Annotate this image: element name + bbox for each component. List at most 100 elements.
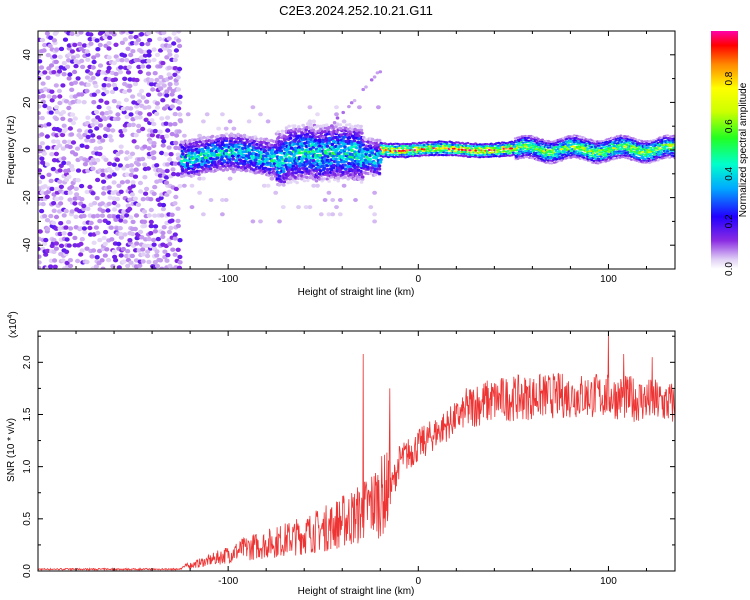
spectrogram-cell	[626, 152, 630, 155]
spectrogram-cell	[61, 123, 67, 128]
spectrogram-cell	[54, 47, 60, 52]
spectrogram-cell	[595, 159, 599, 162]
spectrogram-cell	[309, 137, 313, 142]
spectrogram-cell	[580, 138, 584, 141]
spectrogram-cell	[666, 150, 670, 153]
spectrogram-cell	[620, 147, 624, 150]
spectrogram-cell	[311, 159, 316, 163]
spectrogram-cell	[72, 196, 78, 201]
spectrogram-cell	[160, 98, 166, 103]
spectrogram-cell	[300, 131, 304, 135]
spectrogram-cell	[311, 164, 316, 168]
spectrogram-cell	[587, 156, 591, 159]
spectrogram-cell	[139, 88, 145, 94]
spectrogram-cell	[265, 157, 270, 161]
snr-y-tick-label: 1.0	[22, 459, 33, 473]
spectrogram-cell	[439, 147, 443, 150]
spectrogram-cell	[434, 147, 438, 150]
spectrogram-cell	[100, 208, 106, 214]
spectrogram-cell	[630, 151, 634, 154]
spectrogram-cell	[622, 145, 626, 148]
spectrogram-cell	[645, 159, 649, 162]
spectrogram-cell	[382, 155, 386, 158]
snr-panel: -100 0 100 0.0 0.5 1.0 1.5 2.0 Height of straig…	[6, 311, 676, 597]
spectrogram-cell	[165, 252, 171, 258]
spectrogram-cell	[121, 53, 128, 58]
spectrogram-cell	[161, 139, 167, 144]
spectrogram-cell	[172, 121, 178, 127]
spectrogram-cell	[578, 135, 582, 138]
spectrogram-cell	[599, 155, 603, 158]
spectrogram-cell	[169, 212, 175, 217]
spectrogram-cell	[172, 111, 178, 117]
spectrogram-cell	[101, 235, 107, 241]
spectrogram-cell	[506, 145, 510, 148]
spectrogram-cell	[338, 140, 343, 144]
spectrogram-cell	[572, 141, 576, 144]
spectrogram-cell	[73, 214, 79, 219]
spectrogram-cell	[470, 145, 474, 148]
spectrogram-cell	[613, 145, 616, 148]
spectrogram-cell	[110, 128, 116, 133]
spectrogram-cell	[275, 150, 279, 155]
spectrogram-cell	[51, 158, 58, 163]
spectrogram-panel: -100 0 100 -40 -20 0 20 40 Height of straight l…	[6, 30, 676, 298]
snr-series-line	[38, 333, 675, 571]
spectrogram-cell	[184, 144, 188, 148]
spectrogram-cell	[109, 89, 116, 95]
spectrogram-cell	[49, 186, 55, 192]
spectrogram-cell	[90, 75, 96, 81]
spectrogram-cell	[597, 159, 601, 162]
spectrogram-cell	[51, 201, 57, 206]
spectrogram-cell	[597, 147, 601, 150]
snr-frame	[37, 330, 676, 572]
spectrogram-cell	[654, 147, 658, 150]
colorbar-ticks: 0.0 0.2 0.4 0.6 0.8	[724, 71, 735, 276]
spectrogram-cell	[474, 145, 478, 148]
spectrogram-cell	[605, 140, 609, 143]
spectrogram-cell	[531, 135, 535, 138]
spectrogram-cell	[84, 246, 90, 251]
spectrogram-cell	[49, 98, 55, 103]
spectrogram-cell	[118, 218, 124, 223]
spectrogram-cell	[140, 247, 146, 252]
spectrogram-cell	[63, 225, 69, 230]
spectrogram-cell	[529, 150, 533, 153]
spectrogram-cell	[161, 31, 167, 35]
spectrogram-cell	[151, 57, 157, 63]
spectrogram-cell	[437, 140, 441, 143]
colorbar-tick-label: 0.4	[724, 166, 735, 180]
spectrogram-cell	[104, 89, 110, 95]
spectrogram-cell	[499, 144, 503, 147]
spectrogram-cell	[201, 149, 206, 153]
spectrogram-cell	[268, 154, 272, 158]
spectrogram-cell	[307, 205, 313, 210]
spectrogram-cell	[607, 150, 611, 153]
spectrogram-cell	[85, 115, 91, 120]
spectrogram-cell	[318, 212, 324, 217]
spectrogram-cell	[529, 154, 532, 157]
spectrogram-cell	[591, 150, 595, 153]
spectrogram-cell	[111, 200, 117, 206]
spectrogram-cell	[346, 165, 350, 169]
spectrogram-cell	[338, 144, 343, 148]
spectrogram-cell	[464, 144, 468, 147]
spectrogram-cell	[85, 57, 91, 62]
spectrogram-cell	[38, 179, 43, 185]
spectrogram-cell	[641, 140, 645, 143]
spectrogram-cell	[555, 160, 559, 163]
spectrogram-cell	[173, 194, 179, 200]
spectrogram-cell	[45, 52, 51, 58]
spectrogram-cell	[136, 92, 143, 97]
spectrogram-cell	[239, 134, 243, 138]
spectrogram-cell	[42, 42, 48, 48]
spectrogram-cell	[60, 110, 66, 115]
spectrogram-cell	[510, 147, 513, 150]
spectrogram-cell	[336, 179, 341, 183]
spectrogram-cell	[216, 126, 222, 131]
spectrogram-cell	[61, 156, 67, 161]
spectrogram-cell	[376, 105, 381, 110]
spectrogram-cell	[536, 140, 540, 143]
y-tick-label: 40	[22, 49, 33, 61]
spectrogram-cell	[658, 136, 662, 139]
